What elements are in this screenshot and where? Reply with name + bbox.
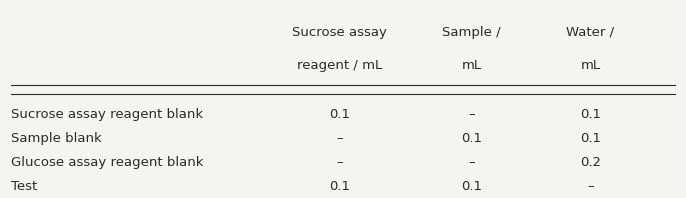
Text: Sample blank: Sample blank [11,132,102,145]
Text: 0.1: 0.1 [329,108,350,121]
Text: 0.1: 0.1 [329,180,350,193]
Text: Sucrose assay: Sucrose assay [292,26,387,39]
Text: 0.2: 0.2 [580,156,601,169]
Text: Sample /: Sample / [442,26,501,39]
Text: –: – [336,132,343,145]
Text: –: – [469,108,475,121]
Text: –: – [587,180,593,193]
Text: 0.1: 0.1 [461,180,482,193]
Text: 0.1: 0.1 [461,132,482,145]
Text: –: – [336,156,343,169]
Text: Sucrose assay reagent blank: Sucrose assay reagent blank [11,108,203,121]
Text: Water /: Water / [566,26,615,39]
Text: Test: Test [11,180,37,193]
Text: mL: mL [462,59,482,72]
Text: 0.1: 0.1 [580,108,601,121]
Text: –: – [469,156,475,169]
Text: Glucose assay reagent blank: Glucose assay reagent blank [11,156,204,169]
Text: 0.1: 0.1 [580,132,601,145]
Text: mL: mL [580,59,600,72]
Text: reagent / mL: reagent / mL [297,59,382,72]
